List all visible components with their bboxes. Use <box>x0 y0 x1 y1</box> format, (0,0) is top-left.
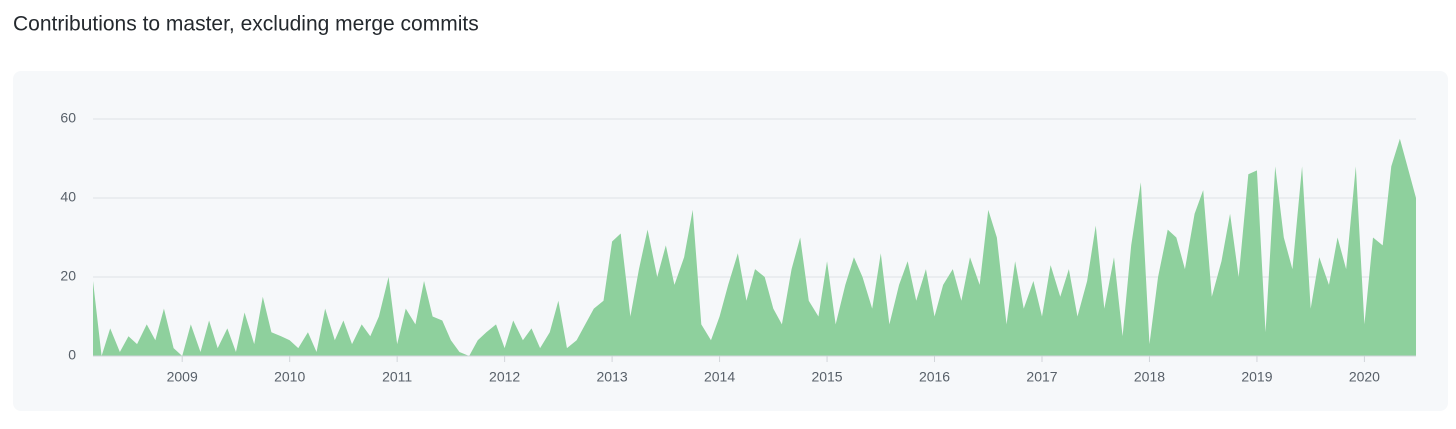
x-tick-label: 2019 <box>1241 369 1272 385</box>
x-tick-label: 2012 <box>489 369 520 385</box>
x-tick-label: 2010 <box>274 369 305 385</box>
x-tick-label: 2013 <box>597 369 628 385</box>
x-tick-label: 2011 <box>382 369 412 385</box>
y-tick-label: 0 <box>68 347 76 363</box>
y-tick-label: 60 <box>60 110 76 126</box>
x-tick-label: 2016 <box>919 369 950 385</box>
x-tick-label: 2014 <box>704 369 735 385</box>
area <box>93 138 1416 356</box>
x-tick-label: 2017 <box>1026 369 1057 385</box>
x-tick-label: 2020 <box>1349 369 1380 385</box>
x-tick-label: 2018 <box>1134 369 1165 385</box>
chart-title: Contributions to master, excluding merge… <box>13 13 479 36</box>
y-tick-label: 40 <box>60 189 76 205</box>
x-tick-label: 2009 <box>167 369 198 385</box>
x-tick-label: 2015 <box>811 369 842 385</box>
y-tick-label: 20 <box>60 268 76 284</box>
